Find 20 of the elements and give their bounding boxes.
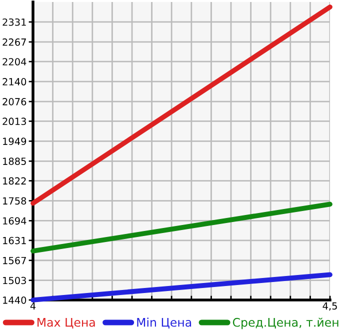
y-tick-label: 1503 bbox=[3, 276, 26, 284]
legend-label: Сред.Цена, т.йен bbox=[232, 318, 338, 330]
y-tick-label: 1885 bbox=[3, 158, 26, 165]
x-tick-label: 4 bbox=[30, 302, 36, 310]
y-tick-label: 2267 bbox=[2, 38, 26, 46]
y-tick-label: 2013 bbox=[2, 118, 26, 126]
y-tick-label: 1567 bbox=[3, 256, 26, 264]
y-tick-label: 1440 bbox=[3, 296, 26, 304]
legend-label: Min Цена bbox=[137, 318, 192, 328]
y-tick-label: 2204 bbox=[2, 58, 26, 66]
y-tick-label: 2076 bbox=[2, 98, 26, 106]
y-tick-label: 1631 bbox=[3, 236, 26, 244]
y-tick-label: 1758 bbox=[3, 197, 26, 205]
y-tick-label: 1822 bbox=[3, 177, 26, 185]
y-tick-label: 1694 bbox=[3, 217, 26, 225]
x-tick-label: 4,5 bbox=[322, 302, 337, 311]
y-tick-label: 2140 bbox=[2, 78, 26, 86]
y-tick-label: 1949 bbox=[3, 138, 26, 146]
legend-label: Max Цена bbox=[38, 318, 95, 328]
y-tick-label: 2331 bbox=[2, 18, 26, 26]
